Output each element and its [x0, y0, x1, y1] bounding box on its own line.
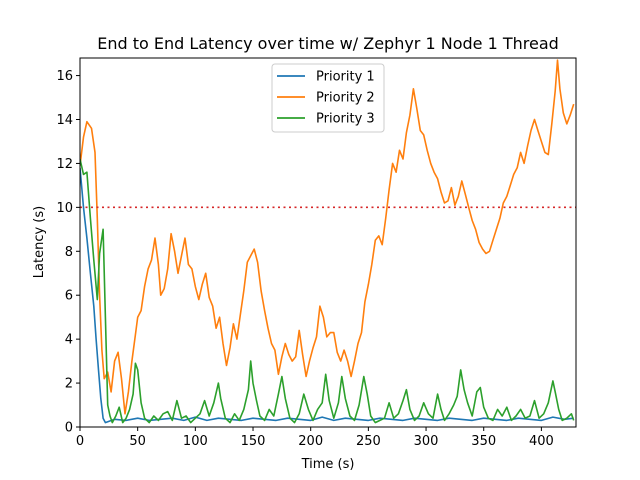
y-tick-label: 10: [56, 201, 73, 216]
plot-area-frame: [79, 57, 577, 428]
x-tick-label: 150: [241, 434, 266, 449]
y-tick-label: 0: [65, 421, 73, 436]
y-tick-label: 8: [65, 245, 73, 260]
series-line-priority-2: [80, 59, 575, 415]
chart-title: End to End Latency over time w/ Zephyr 1…: [97, 34, 559, 53]
y-axis: 0 2 4 6 8 10 12 14 16: [56, 69, 80, 436]
legend-box: [271, 63, 385, 133]
legend: Priority 1 Priority 2 Priority 3: [271, 63, 385, 133]
x-axis-label: Time (s): [301, 457, 355, 472]
x-axis: 0 50 100 150 200 250 300 350 400: [76, 427, 554, 449]
x-tick-label: 350: [471, 434, 496, 449]
x-tick-label: 400: [529, 434, 554, 449]
x-tick-label: 200: [298, 434, 323, 449]
x-tick-label: 250: [356, 434, 381, 449]
x-tick-label: 300: [414, 434, 439, 449]
x-tick-label: 100: [183, 434, 208, 449]
y-tick-label: 2: [65, 377, 73, 392]
y-tick-label: 6: [65, 289, 73, 304]
y-tick-label: 16: [56, 69, 73, 84]
x-tick-label: 0: [76, 434, 84, 449]
legend-label-priority-3: Priority 3: [316, 112, 375, 127]
legend-label-priority-2: Priority 2: [316, 91, 375, 106]
x-tick-label: 50: [129, 434, 146, 449]
series-line-priority-3: [80, 158, 575, 424]
series-line-priority-1: [80, 167, 574, 424]
legend-label-priority-1: Priority 1: [316, 70, 375, 85]
y-tick-label: 4: [65, 333, 73, 348]
series-layer: [80, 59, 575, 424]
y-tick-label: 14: [56, 113, 73, 128]
y-axis-label: Latency (s): [32, 206, 47, 278]
y-tick-label: 12: [56, 157, 73, 172]
